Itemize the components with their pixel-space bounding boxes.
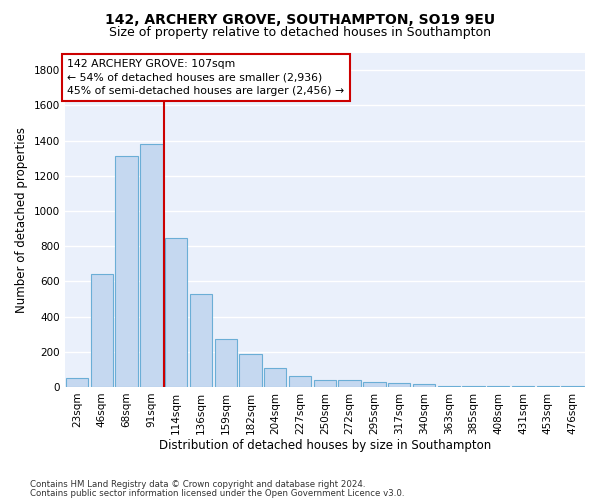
Bar bbox=[463, 386, 485, 387]
Bar bbox=[388, 382, 410, 387]
Text: Size of property relative to detached houses in Southampton: Size of property relative to detached ho… bbox=[109, 26, 491, 39]
Bar bbox=[289, 376, 311, 387]
Bar bbox=[487, 386, 509, 387]
Bar bbox=[190, 294, 212, 387]
Bar bbox=[437, 386, 460, 387]
Bar bbox=[413, 384, 435, 387]
Bar bbox=[536, 386, 559, 387]
Text: Contains HM Land Registry data © Crown copyright and database right 2024.: Contains HM Land Registry data © Crown c… bbox=[30, 480, 365, 489]
Bar bbox=[140, 144, 163, 387]
Y-axis label: Number of detached properties: Number of detached properties bbox=[15, 126, 28, 312]
X-axis label: Distribution of detached houses by size in Southampton: Distribution of detached houses by size … bbox=[159, 440, 491, 452]
Bar bbox=[562, 386, 584, 387]
Bar bbox=[363, 382, 386, 387]
Bar bbox=[314, 380, 336, 387]
Bar bbox=[165, 238, 187, 387]
Text: 142 ARCHERY GROVE: 107sqm
← 54% of detached houses are smaller (2,936)
45% of se: 142 ARCHERY GROVE: 107sqm ← 54% of detac… bbox=[67, 59, 344, 96]
Bar bbox=[215, 338, 237, 387]
Bar bbox=[91, 274, 113, 387]
Bar bbox=[66, 378, 88, 387]
Text: 142, ARCHERY GROVE, SOUTHAMPTON, SO19 9EU: 142, ARCHERY GROVE, SOUTHAMPTON, SO19 9E… bbox=[105, 12, 495, 26]
Text: Contains public sector information licensed under the Open Government Licence v3: Contains public sector information licen… bbox=[30, 490, 404, 498]
Bar bbox=[239, 354, 262, 387]
Bar bbox=[264, 368, 286, 387]
Bar bbox=[115, 156, 138, 387]
Bar bbox=[512, 386, 534, 387]
Bar bbox=[338, 380, 361, 387]
